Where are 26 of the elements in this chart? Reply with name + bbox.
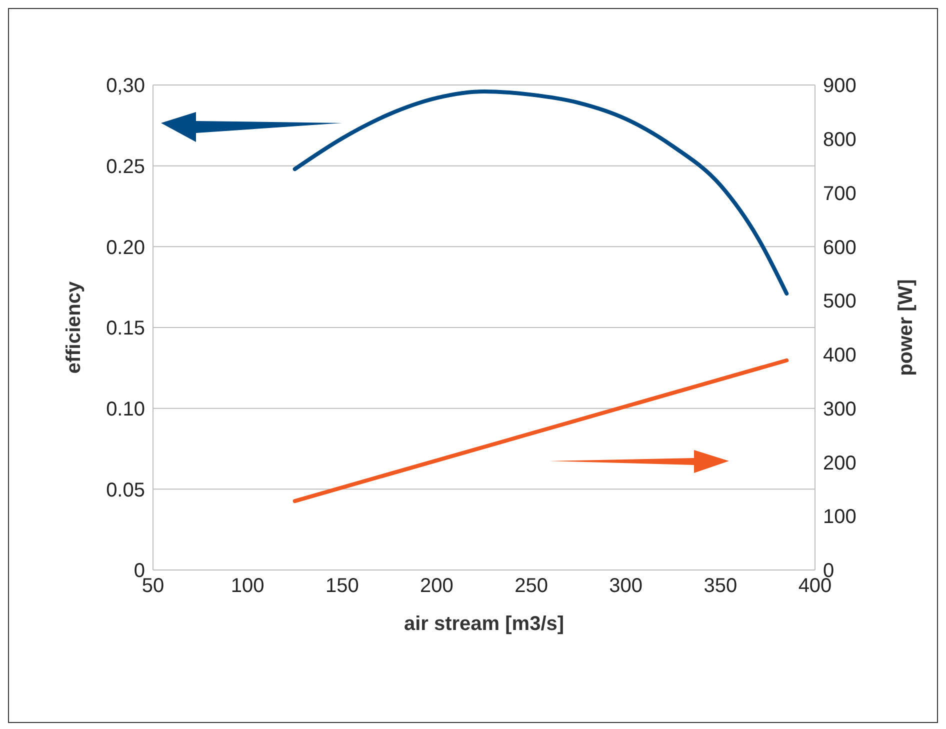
y-tick-label: 0.20 [106,236,145,259]
x-tick-label: 100 [230,575,264,598]
y-axis-title: efficiency [63,280,86,374]
y2-tick-label: 100 [823,506,856,528]
y-tick-label: 0.05 [106,479,145,502]
y2-tick-label: 800 [823,128,856,151]
line-series [292,89,789,296]
y2-tick-label: 400 [823,344,856,367]
y2-tick-label: 700 [823,182,856,205]
y-tick-label: 0,30 [106,75,145,98]
y2-tick-label: 600 [823,236,856,259]
x-tick-label: 50 [142,575,164,598]
y-tick-label: 0.25 [106,156,145,178]
y2-axis-title: power [W] [895,279,918,376]
y-tick-label: 0.15 [106,318,145,340]
x-tick-label: 250 [514,575,548,598]
x-tick-label: 200 [420,575,454,598]
y-tick-label: 0.10 [106,398,145,420]
y2-tick-label: 500 [823,290,856,313]
y2-tick-label: 300 [823,398,856,420]
x-tick-label: 350 [704,575,738,598]
x-tick-label: 150 [325,575,359,598]
x-axis-title: air stream [m3/s] [404,613,564,635]
y2-tick-label: 900 [823,75,856,98]
y2-tick-label: 200 [823,452,856,474]
x-tick-label: 300 [609,575,643,598]
